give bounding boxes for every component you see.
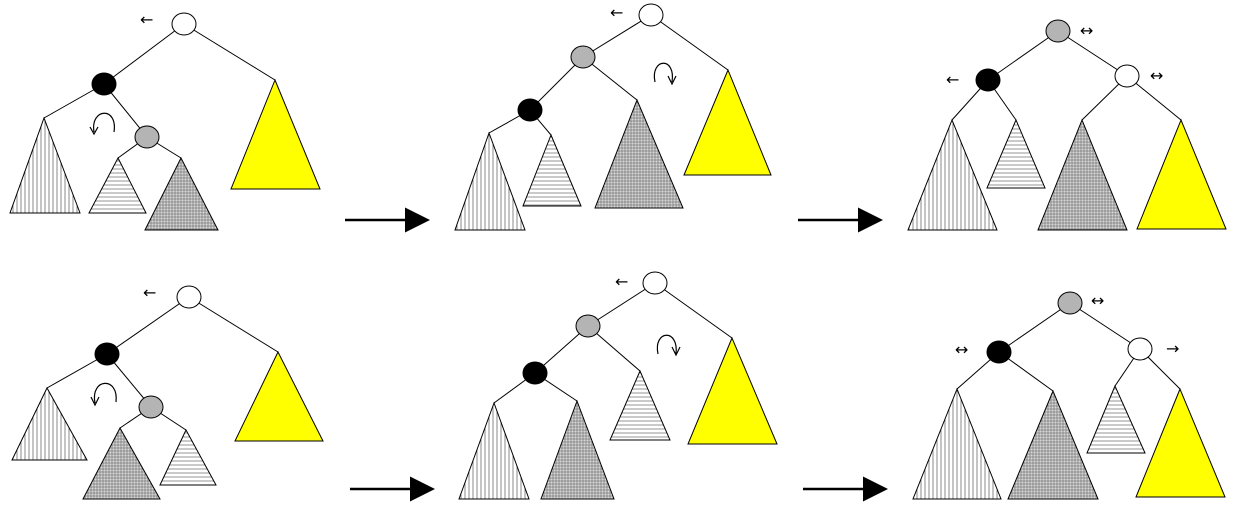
node-gray (138, 395, 164, 419)
subtree-horizontal-hatch (609, 369, 671, 441)
subtree-vertical-hatch (458, 401, 530, 500)
subtree-yellow (230, 78, 321, 190)
edge (103, 23, 185, 85)
subtree-cross-hatch (594, 98, 684, 209)
row2-panel1: ← (11, 283, 324, 500)
left-arrow-icon: ← (610, 3, 623, 22)
subtree-vertical-hatch (11, 386, 88, 461)
right-arrow-icon: → (1166, 339, 1179, 358)
subtree-cross-hatch (1037, 118, 1128, 231)
node-black (986, 340, 1012, 364)
rotation-arrow-icon (93, 112, 115, 133)
subtree-yellow (687, 336, 778, 445)
subtree-yellow (234, 350, 324, 442)
left-arrow-icon: ← (946, 70, 959, 89)
node-gray (134, 125, 160, 149)
subtree-cross-hatch (144, 156, 219, 231)
node-black (94, 342, 120, 366)
subtree-horizontal-hatch (1086, 384, 1146, 454)
subtree-horizontal-hatch (986, 118, 1046, 189)
rotation-arrow-icon (656, 334, 677, 355)
subtree-horizontal-hatch (522, 133, 582, 207)
subtree-yellow (683, 68, 772, 176)
double-arrow-icon: ↔ (955, 340, 968, 359)
row1-panel2: ← (454, 3, 772, 231)
row2-panel2: ← (458, 271, 778, 500)
subtree-horizontal-hatch (88, 156, 147, 214)
node-black (91, 72, 117, 96)
row1-panel1: ← (9, 10, 321, 231)
subtree-yellow (1136, 118, 1227, 230)
subtree-vertical-hatch (907, 118, 998, 231)
node-white (176, 285, 202, 309)
subtree-vertical-hatch (454, 131, 526, 231)
left-arrow-icon: ← (615, 272, 628, 291)
node-black (975, 68, 1001, 92)
node-gray (575, 314, 601, 338)
node-gray (1057, 291, 1083, 315)
left-arrow-icon: ← (140, 10, 153, 29)
double-arrow-icon: ↔ (1091, 291, 1104, 310)
subtree-cross-hatch (82, 426, 161, 500)
row1-panel3: ↔ ↔ ← (907, 19, 1227, 231)
node-white (642, 271, 668, 295)
edge (183, 23, 276, 81)
left-arrow-icon: ← (143, 283, 156, 302)
subtree-vertical-hatch (912, 387, 1002, 500)
rotation-arrow-icon (653, 62, 673, 83)
double-arrow-icon: ↔ (1150, 66, 1163, 85)
double-arrow-icon: ↔ (1080, 21, 1093, 40)
node-white (1127, 337, 1153, 361)
node-gray (1045, 19, 1071, 43)
node-black (522, 361, 548, 385)
node-black (517, 98, 543, 122)
node-white (638, 3, 664, 27)
subtree-vertical-hatch (9, 116, 81, 214)
node-gray (570, 45, 596, 69)
node-white (171, 12, 197, 36)
subtree-cross-hatch (540, 399, 615, 500)
rotation-arrow-icon (93, 382, 117, 404)
node-white (1114, 64, 1140, 88)
row2-panel3: ↔ ↔ → (912, 291, 1226, 500)
subtree-yellow (1135, 387, 1226, 498)
subtree-cross-hatch (1007, 389, 1099, 500)
subtree-horizontal-hatch (159, 428, 217, 486)
